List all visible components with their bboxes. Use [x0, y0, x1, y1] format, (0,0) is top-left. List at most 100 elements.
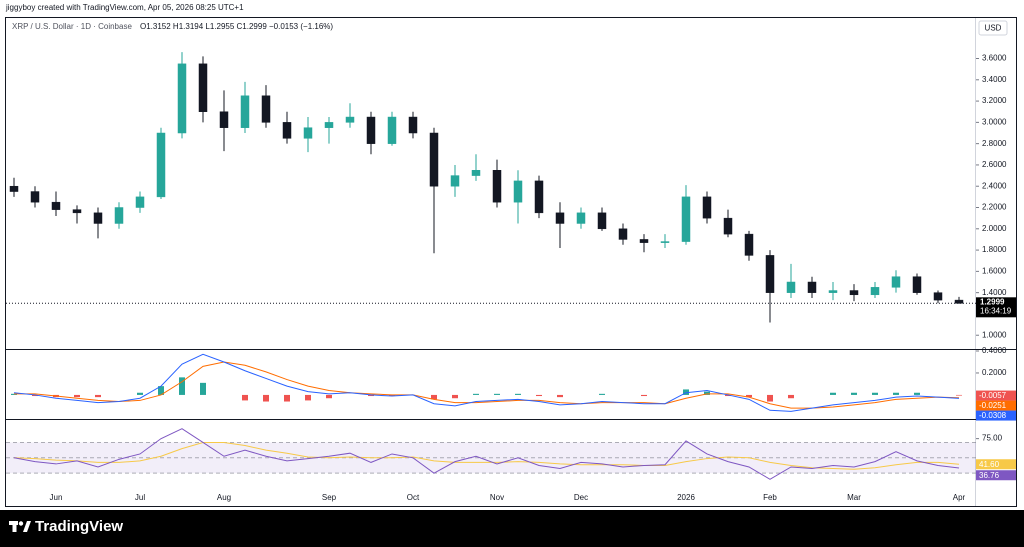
candle-body [51, 201, 61, 210]
x-tick-label: Feb [763, 493, 777, 502]
last-value-box [976, 400, 1016, 411]
last-value-box [976, 470, 1016, 481]
last-value: -0.0251 [979, 401, 1007, 410]
histogram-bar [305, 394, 311, 401]
candle-body [597, 212, 607, 230]
last-value-box [976, 410, 1016, 421]
candle-body [303, 127, 313, 139]
x-tick-label: Jul [135, 493, 145, 502]
histogram-bar [641, 394, 647, 397]
x-tick-label: Dec [574, 493, 588, 502]
candle-body [933, 292, 943, 301]
footer-bar [0, 510, 1024, 547]
histogram-bar [431, 394, 437, 400]
last-value: 41.60 [979, 460, 1000, 469]
histogram-bar [74, 394, 80, 398]
candle-body [72, 209, 82, 214]
candle-body [198, 63, 208, 112]
x-tick-label: Sep [322, 493, 337, 502]
currency: USD [985, 24, 1002, 33]
candle-body [324, 122, 334, 128]
histogram-bar [788, 394, 794, 399]
candle-body [765, 255, 775, 293]
histogram-bar [95, 394, 101, 398]
y-tick-label: 1.8000 [982, 245, 1007, 254]
candle-body [723, 217, 733, 235]
indicator-line [13, 428, 960, 480]
candle-body [471, 170, 481, 176]
histogram-bar [893, 392, 899, 395]
histogram-bar [158, 386, 164, 395]
histogram-bar [242, 394, 248, 401]
histogram-bar [494, 393, 500, 395]
candle-body [555, 212, 565, 224]
candle-body [450, 175, 460, 187]
indicator-line [13, 353, 960, 412]
candle-body [93, 212, 103, 224]
candle-body [114, 207, 124, 224]
y-tick-label: 3.4000 [982, 75, 1007, 84]
brand: TradingView [35, 518, 123, 535]
histogram-bar [704, 391, 710, 395]
candle-body [681, 196, 691, 242]
y-tick-label: 1.4000 [982, 288, 1007, 297]
histogram-bar [452, 394, 458, 399]
candle-body [30, 191, 40, 203]
candle-body [492, 170, 502, 203]
candle-body [891, 276, 901, 288]
y-tick-label: 2.2000 [982, 203, 1007, 212]
last-value: -0.0308 [979, 411, 1007, 420]
last-value: 36.76 [979, 471, 1000, 480]
y-tick-label: 2.4000 [982, 181, 1007, 190]
histogram-bar [389, 394, 395, 397]
last-price: 1.2999 [980, 297, 1005, 306]
candle-body [828, 290, 838, 293]
candle-body [576, 212, 586, 224]
x-tick-label: Jun [50, 493, 63, 502]
histogram-bar [599, 393, 605, 395]
candle-body [135, 196, 145, 208]
candle-body [786, 281, 796, 293]
histogram-bar [683, 389, 689, 395]
candle-body [618, 228, 628, 240]
y-tick-label: 3.0000 [982, 117, 1007, 126]
candle-body [177, 63, 187, 134]
candle-body [219, 111, 229, 128]
histogram-bar [263, 394, 269, 402]
candle-body [639, 239, 649, 243]
x-tick-label: 2026 [677, 493, 695, 502]
candle-body [261, 95, 271, 123]
indicator-line [13, 441, 960, 470]
symbol-title: XRP / U.S. Dollar · 1D · Coinbase [12, 22, 132, 31]
last-value-box [976, 390, 1016, 401]
ohlc-legend: O1.3152 H1.3194 L1.2955 C1.2999 −0.0153 … [140, 22, 333, 31]
candle-body [954, 299, 964, 304]
histogram-bar [725, 394, 731, 397]
y-tick-label: 1.0000 [982, 330, 1007, 339]
y-tick-label: 0.2000 [982, 368, 1007, 377]
candle-body [660, 241, 670, 243]
last-value: -0.0057 [979, 391, 1007, 400]
histogram-bar [872, 392, 878, 395]
x-tick-label: Nov [490, 493, 504, 502]
y-tick-label: 0.4000 [982, 346, 1007, 355]
candle-body [807, 281, 817, 293]
histogram-bar [830, 392, 836, 395]
histogram-bar [179, 377, 185, 395]
candle-body [282, 122, 292, 139]
histogram-bar [851, 392, 857, 395]
histogram-bar [473, 393, 479, 395]
histogram-bar [137, 392, 143, 395]
countdown: 16:34:19 [980, 306, 1012, 315]
histogram-bar [536, 394, 542, 397]
y-tick-label: 2.0000 [982, 224, 1007, 233]
candle-body [513, 180, 523, 203]
logo-icon [9, 521, 31, 532]
y-tick-label: 3.2000 [982, 96, 1007, 105]
indicator-line [14, 361, 960, 409]
candle-body [366, 116, 376, 144]
histogram-bar [956, 394, 962, 396]
histogram-bar [284, 394, 290, 402]
histogram-bar [11, 393, 17, 395]
